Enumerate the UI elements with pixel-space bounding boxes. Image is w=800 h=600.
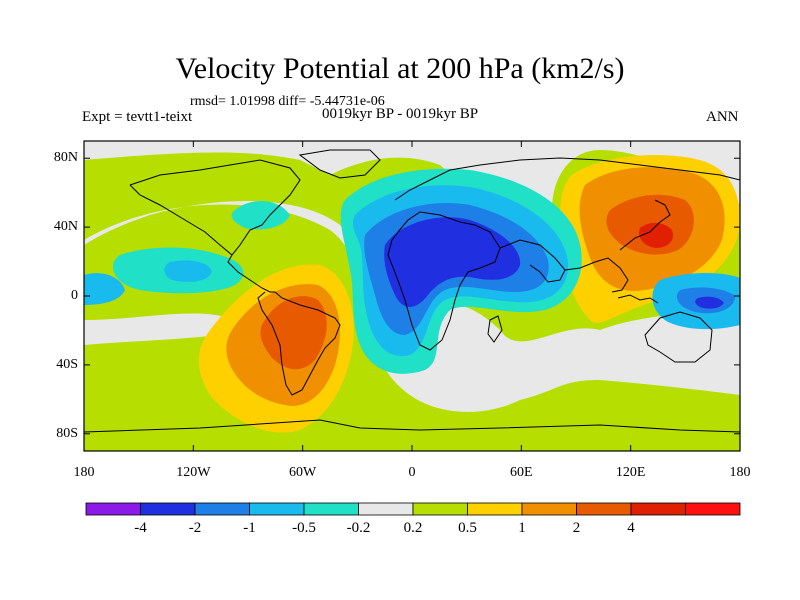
americas-coast — [129, 159, 341, 396]
east-pacific-core — [164, 260, 212, 282]
colorbar-label: -2 — [188, 520, 202, 536]
greenland-coast — [298, 149, 381, 179]
antarctica-coast — [83, 419, 741, 433]
axis-ticks — [83, 141, 741, 451]
lat-label: 40S — [56, 356, 78, 372]
colorbar-swatch — [140, 502, 196, 516]
colorbar-swatch — [412, 502, 468, 516]
experiment-label: Expt = tevtt1-teixt — [82, 109, 193, 125]
south-pacific-neutral — [84, 313, 250, 345]
southeast-asia-coast — [564, 257, 629, 293]
colorbar-label: 0.2 — [403, 520, 423, 536]
north-america-west-coast — [129, 184, 233, 256]
colorbar-swatch — [467, 502, 523, 516]
lon-label: 60E — [510, 465, 533, 480]
lon-label: 120W — [176, 465, 211, 480]
africa-coast — [387, 211, 501, 351]
dateline-negative — [84, 273, 125, 305]
colorbar-label: -0.5 — [292, 520, 316, 536]
colorbar-swatch — [576, 502, 632, 516]
lat-label: 80S — [56, 425, 78, 441]
lon-label: 180 — [729, 465, 751, 480]
colorbar-label: 4 — [627, 520, 635, 536]
colorbar-label: 2 — [572, 520, 581, 536]
east-asia-coast — [619, 199, 671, 251]
lon-label: 180 — [73, 465, 95, 480]
period-label: 0019kyr BP - 0019kyr BP — [322, 106, 479, 122]
north-america-negative — [231, 200, 290, 230]
polar-neutral-band — [84, 141, 740, 245]
colorbar-swatch — [249, 502, 305, 516]
lat-label: 80N — [53, 150, 78, 166]
lat-label: 40N — [53, 219, 78, 235]
colorbar-swatch — [85, 502, 141, 516]
eurasia-north-coast — [394, 157, 741, 201]
colorbar-swatch — [685, 502, 741, 516]
lon-label: 0 — [408, 465, 416, 480]
colorbar-swatch — [358, 502, 414, 516]
plot-title: Velocity Potential at 200 hPa (km2/s) — [175, 52, 625, 85]
colorbar-swatch — [630, 502, 686, 516]
colorbar-swatch — [194, 502, 250, 516]
japan-max — [639, 222, 674, 248]
season-label: ANN — [706, 109, 739, 125]
lon-label: 60W — [289, 465, 317, 480]
madagascar-coast — [487, 315, 503, 343]
rmsd-stats: rmsd= 1.01998 diff= -5.44731e-06 — [190, 94, 385, 109]
indonesia-coast — [617, 294, 659, 304]
africa-minimum — [384, 217, 521, 308]
colorbar — [85, 502, 741, 516]
lon-label: 120E — [615, 465, 646, 480]
field-shading — [84, 141, 740, 451]
australia-coast — [644, 311, 713, 363]
colorbar-label: 0.5 — [458, 520, 477, 536]
colorbar-label: -1 — [243, 520, 256, 536]
colorbar-label: -4 — [134, 520, 147, 536]
lat-label: 0 — [71, 288, 78, 303]
colorbar-swatch — [303, 502, 359, 516]
coastlines — [83, 149, 741, 433]
colorbar-swatch — [521, 502, 577, 516]
colorbar-label: -0.2 — [346, 520, 371, 536]
west-pacific-min — [695, 296, 724, 309]
south-america-max — [260, 296, 327, 370]
colorbar-label: 1 — [518, 520, 526, 536]
